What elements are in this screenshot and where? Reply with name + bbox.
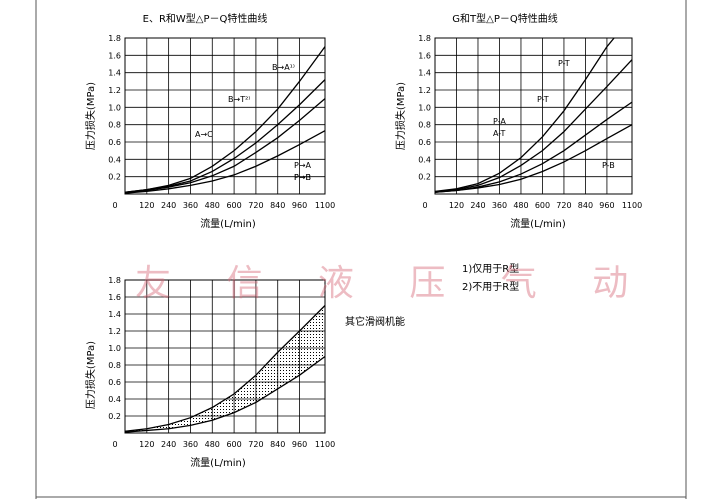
y-tick-label: 1.4	[108, 310, 121, 319]
y-tick-label: 0.8	[418, 121, 431, 130]
y-axis-label: 压力损失(MPa)	[394, 82, 407, 150]
y-tick-label: 1.6	[418, 51, 431, 60]
x-tick-label: 960	[599, 201, 614, 210]
x-tick-label: 720	[248, 201, 263, 210]
y-tick-label: 0.4	[108, 155, 121, 164]
series-line-0	[124, 305, 326, 432]
series-label: P→A	[294, 161, 312, 170]
x-tick-label: 1100	[622, 201, 642, 210]
annotation-label: P→B	[294, 173, 311, 182]
x-tick-label: 600	[226, 440, 241, 449]
series-line-0	[434, 37, 615, 193]
y-tick-label: 1.6	[108, 293, 121, 302]
series-line-3	[434, 124, 633, 193]
y-tick-label: 1.0	[108, 103, 121, 112]
series-line-1	[434, 59, 633, 193]
plot-frame	[434, 37, 633, 195]
series-label: A-T	[493, 129, 505, 138]
grid	[435, 37, 633, 194]
y-tick-label: 1.2	[108, 86, 121, 95]
chart-title: E、R和W型△P－Q特性曲线	[143, 12, 268, 25]
x-tick-label: 480	[205, 201, 220, 210]
x-axis-label: 流量(L/min)	[190, 456, 246, 469]
annotation-label: P→B	[294, 173, 311, 182]
x-tick-label: 720	[248, 440, 263, 449]
y-tick-label: 0.6	[108, 138, 121, 147]
band-fill	[125, 305, 325, 433]
x-tick-label: 480	[205, 440, 220, 449]
x-tick-label: 1100	[315, 440, 335, 449]
y-tick-label: 0.2	[418, 173, 431, 182]
x-tick-label: 840	[270, 440, 285, 449]
x-origin-label: 0	[112, 440, 117, 449]
x-tick-label: 240	[161, 440, 176, 449]
band-label: 其它滑阀机能	[345, 315, 405, 328]
x-tick-label: 960	[292, 440, 307, 449]
y-tick-label: 1.0	[418, 103, 431, 112]
y-tick-label: 1.4	[108, 69, 121, 78]
y-tick-label: 1.6	[108, 51, 121, 60]
chart-other-spools: 120 240 360 480 600 720 840 960 1100 0 0.2 0.4 0.6 0.…	[84, 276, 405, 469]
y-tick-label: 0.4	[418, 155, 431, 164]
series-line-1	[124, 79, 326, 193]
x-origin-label: 0	[422, 201, 427, 210]
watermark: 友 信 液 压 气 动	[135, 263, 650, 304]
y-tick-label: 0.2	[108, 412, 121, 421]
x-tick-label: 240	[470, 201, 485, 210]
y-tick-label: 0.8	[108, 121, 121, 130]
x-tick-label: 840	[578, 201, 593, 210]
chart-title: G和T型△P－Q特性曲线	[452, 12, 557, 25]
x-tick-label: 840	[270, 201, 285, 210]
chart-ertw: 120 240 360 480 600 720 840 960 1100 0 0.2 0.4 0.6 0.…	[84, 12, 335, 230]
y-tick-label: 0.2	[108, 173, 121, 182]
y-tick-label: 0.6	[418, 138, 431, 147]
x-tick-label: 120	[139, 201, 154, 210]
x-tick-label: 360	[492, 201, 507, 210]
series-line-2	[434, 101, 633, 193]
series-label: P-A	[493, 117, 506, 126]
y-tick-label: 1.8	[108, 276, 121, 285]
series-line-3	[124, 130, 326, 194]
x-tick-label: 360	[183, 201, 198, 210]
annotation-label: P-B	[602, 161, 615, 170]
x-tick-label: 720	[556, 201, 571, 210]
series-line-2	[124, 98, 326, 193]
x-tick-label: 360	[183, 440, 198, 449]
note-r-only: 1)仅用于R型	[462, 262, 519, 275]
series-label: B→T²⁾	[228, 95, 250, 104]
x-axis-label: 流量(L/min)	[510, 217, 566, 230]
x-tick-label: 240	[161, 201, 176, 210]
x-origin-label: 0	[112, 201, 117, 210]
x-tick-label: 480	[513, 201, 528, 210]
x-tick-label: 600	[535, 201, 550, 210]
y-tick-label: 0.8	[108, 361, 121, 370]
note-not-r: 2)不用于R型	[462, 280, 519, 293]
y-tick-label: 1.2	[108, 327, 121, 336]
series-label: P-T	[537, 95, 549, 104]
series-label: P-T	[558, 59, 570, 68]
y-tick-label: 1.2	[418, 86, 431, 95]
x-tick-label: 120	[139, 440, 154, 449]
y-axis-label: 压力损失(MPa)	[84, 341, 97, 409]
y-tick-label: 1.4	[418, 69, 431, 78]
x-tick-label: 960	[292, 201, 307, 210]
y-tick-label: 1.8	[108, 34, 121, 43]
x-tick-label: 600	[226, 201, 241, 210]
chart-gt: 120 240 360 480 600 720 840 960 1100 0 0.2 0.4 0.6 0.…	[394, 12, 642, 230]
y-axis-label: 压力损失(MPa)	[84, 82, 97, 150]
series-label: B→A¹⁾	[272, 63, 295, 72]
y-tick-label: 0.4	[108, 395, 121, 404]
y-tick-label: 0.6	[108, 378, 121, 387]
x-tick-label: 1100	[315, 201, 335, 210]
y-tick-label: 1.0	[108, 344, 121, 353]
x-axis-label: 流量(L/min)	[200, 217, 256, 230]
y-tick-label: 1.8	[418, 34, 431, 43]
series-label: A→C	[195, 130, 213, 139]
series-line-1	[124, 355, 326, 433]
plot-frame	[124, 37, 326, 195]
x-tick-label: 120	[449, 201, 464, 210]
